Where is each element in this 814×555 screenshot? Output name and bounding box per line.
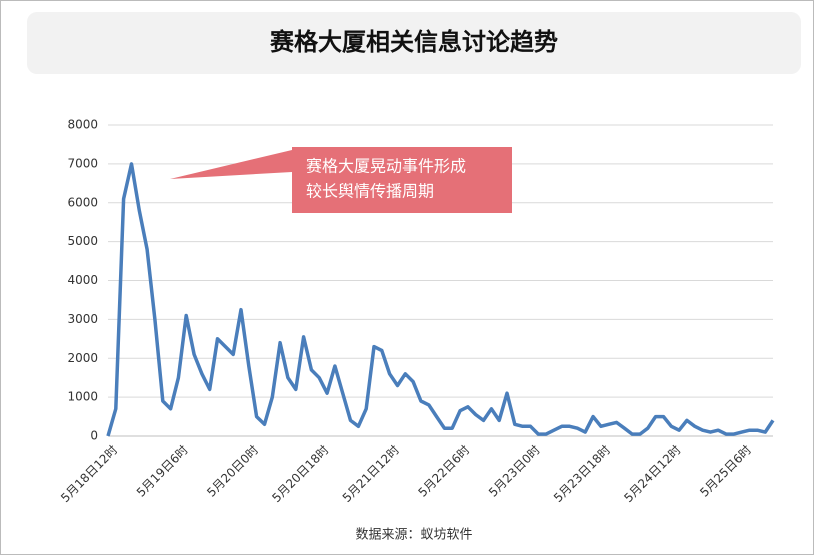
annotation: 较长舆情传播周期 xyxy=(306,182,434,201)
y-tick-label: 5000 xyxy=(67,234,98,248)
title-panel xyxy=(27,12,801,74)
y-tick-label: 7000 xyxy=(67,156,98,170)
y-tick-label: 1000 xyxy=(67,390,98,404)
y-tick-label: 3000 xyxy=(67,312,98,326)
line-series xyxy=(106,162,775,437)
source: 数据来源：蚁坊软件 xyxy=(355,528,472,543)
y-tick-label: 4000 xyxy=(67,273,98,287)
y-tick-label: 6000 xyxy=(67,195,98,209)
chart-title: 赛格大厦相关信息讨论趋势 xyxy=(269,28,558,56)
annotation: 赛格大厦晃动事件形成 xyxy=(306,157,466,176)
y-tick-label: 0 xyxy=(90,429,98,443)
y-tick-label: 2000 xyxy=(67,351,98,365)
y-tick-label: 8000 xyxy=(67,118,98,132)
callout-pointer xyxy=(170,150,292,179)
callout-box xyxy=(292,147,512,213)
